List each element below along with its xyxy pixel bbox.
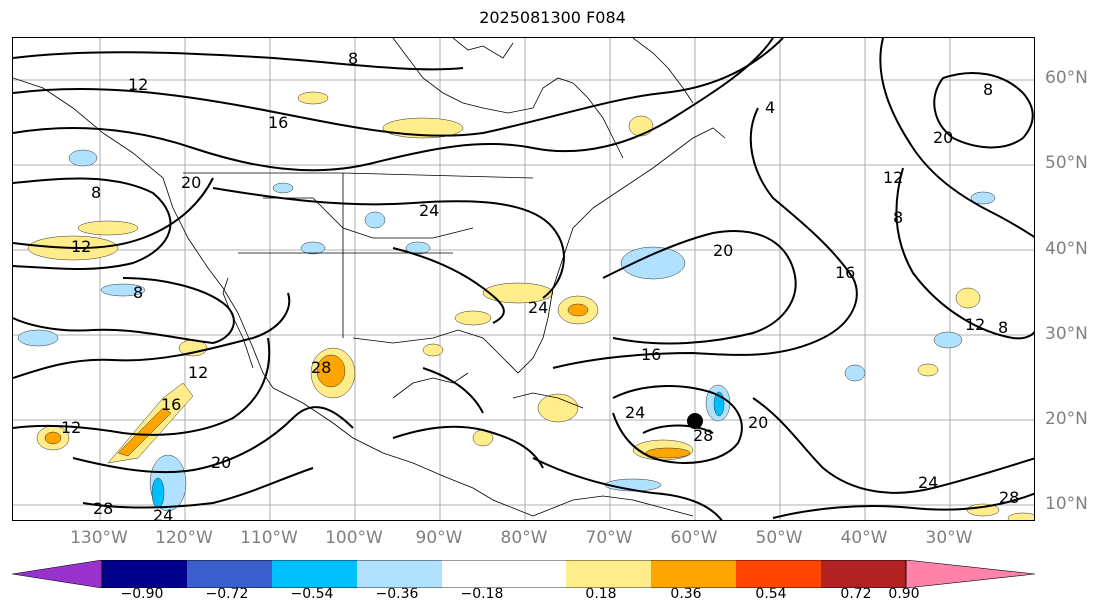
contour-labels: 8 12 16 4 20 24 8 12 8 16 20 8 24 12 16 … xyxy=(61,49,1019,521)
colorbar-tick-label: −0.90 xyxy=(120,586,164,602)
colorbar-segment xyxy=(187,560,272,588)
contour-label: 24 xyxy=(918,473,938,492)
contour-label: 12 xyxy=(71,237,91,256)
lat-label-40n: 40°N xyxy=(1045,239,1088,259)
graticule xyxy=(13,38,1034,520)
lon-label-70w: 70°W xyxy=(585,528,633,548)
contour-label: 8 xyxy=(133,283,143,302)
colorbar-segment xyxy=(651,560,736,588)
contour-label: 8 xyxy=(893,208,903,227)
contour-label: 24 xyxy=(528,298,548,317)
colorbar-tick-label: −0.72 xyxy=(205,586,249,602)
colorbar-tick-label: 0.54 xyxy=(755,586,787,602)
contour-label: 28 xyxy=(999,488,1019,507)
colorbar-segment xyxy=(736,560,821,588)
colorbar-segment xyxy=(102,560,187,588)
colorbar-segment xyxy=(566,560,651,588)
colorbar-segment xyxy=(357,560,442,588)
lon-label-90w: 90°W xyxy=(415,528,463,548)
contour-label: 4 xyxy=(765,98,775,117)
lon-label-130w: 130°W xyxy=(70,528,128,548)
lon-label-100w: 100°W xyxy=(325,528,383,548)
contour-label: 28 xyxy=(693,426,713,445)
coastlines xyxy=(13,38,726,517)
lon-label-60w: 60°W xyxy=(670,528,718,548)
lon-label-40w: 40°W xyxy=(840,528,888,548)
lat-label-10n: 10°N xyxy=(1045,494,1088,514)
positive-shading xyxy=(27,91,1034,520)
lon-label-110w: 110°W xyxy=(240,528,298,548)
colorbar-tick-label: 0.90 xyxy=(888,586,920,602)
colorbar xyxy=(12,560,1035,588)
contour-label: 12 xyxy=(188,363,208,382)
contour-label: 16 xyxy=(268,113,288,132)
contour-label: 20 xyxy=(181,173,201,192)
colorbar-segment xyxy=(12,560,103,588)
colorbar-tick-label: 0.72 xyxy=(840,586,872,602)
contour-label: 8 xyxy=(348,49,358,68)
contour-label: 24 xyxy=(419,201,439,220)
contour-label: 12 xyxy=(883,168,903,187)
lat-label-50n: 50°N xyxy=(1045,153,1088,173)
lon-label-80w: 80°W xyxy=(500,528,548,548)
contour-label: 8 xyxy=(983,80,993,99)
storm-marker-icon[interactable] xyxy=(687,413,703,429)
colorbar-segment xyxy=(442,560,566,588)
contour-label: 28 xyxy=(311,358,331,377)
contour-label: 20 xyxy=(933,128,953,147)
colorbar-segment xyxy=(905,560,1035,588)
map-panel[interactable]: 8 12 16 4 20 24 8 12 8 16 20 8 24 12 16 … xyxy=(12,37,1035,521)
map-title: 2025081300 F084 xyxy=(479,8,626,27)
contour-label: 8 xyxy=(91,183,101,202)
colorbar-tick-label: −0.18 xyxy=(460,586,504,602)
lat-label-30n: 30°N xyxy=(1045,324,1088,344)
contour-label: 12 xyxy=(965,315,985,334)
colorbar-segment xyxy=(821,560,906,588)
lon-label-50w: 50°W xyxy=(755,528,803,548)
colorbar-tick-label: 0.18 xyxy=(585,586,617,602)
contour-label: 8 xyxy=(998,318,1008,337)
contour-label: 20 xyxy=(211,453,231,472)
lat-label-20n: 20°N xyxy=(1045,409,1088,429)
colorbar-tick-label: 0.36 xyxy=(670,586,702,602)
lon-label-30w: 30°W xyxy=(925,528,973,548)
contour-label: 28 xyxy=(93,499,113,518)
contour-lines xyxy=(13,38,1034,520)
contour-label: 24 xyxy=(153,506,173,521)
colorbar-tick-label: −0.54 xyxy=(290,586,334,602)
map-canvas: 8 12 16 4 20 24 8 12 8 16 20 8 24 12 16 … xyxy=(13,38,1034,521)
colorbar-segment xyxy=(272,560,357,588)
contour-label: 20 xyxy=(748,413,768,432)
contour-label: 24 xyxy=(625,403,645,422)
contour-label: 12 xyxy=(128,75,148,94)
lon-label-120w: 120°W xyxy=(155,528,213,548)
contour-label: 12 xyxy=(61,418,81,437)
contour-label: 16 xyxy=(641,345,661,364)
contour-label: 20 xyxy=(713,241,733,260)
colorbar-tick-label: −0.36 xyxy=(375,586,419,602)
contour-label: 16 xyxy=(161,395,181,414)
contour-label: 16 xyxy=(835,263,855,282)
lat-label-60n: 60°N xyxy=(1045,68,1088,88)
